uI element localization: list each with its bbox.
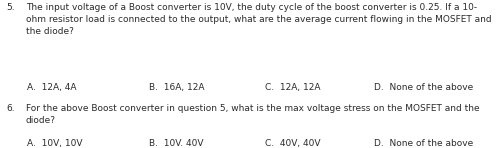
Text: For the above Boost converter in question 5, what is the max voltage stress on t: For the above Boost converter in questio… <box>26 104 480 125</box>
Text: D.  None of the above: D. None of the above <box>374 83 474 92</box>
Text: B.  16A, 12A: B. 16A, 12A <box>149 83 204 92</box>
Text: B.  10V. 40V: B. 10V. 40V <box>149 139 203 148</box>
Text: A.  10V, 10V: A. 10V, 10V <box>27 139 83 148</box>
Text: 6.: 6. <box>6 104 15 113</box>
Text: 5.: 5. <box>6 3 15 12</box>
Text: D.  None of the above: D. None of the above <box>374 139 474 148</box>
Text: The input voltage of a Boost converter is 10V, the duty cycle of the boost conve: The input voltage of a Boost converter i… <box>26 3 492 36</box>
Text: A.  12A, 4A: A. 12A, 4A <box>27 83 77 92</box>
Text: C.  12A, 12A: C. 12A, 12A <box>265 83 321 92</box>
Text: C.  40V, 40V: C. 40V, 40V <box>265 139 321 148</box>
